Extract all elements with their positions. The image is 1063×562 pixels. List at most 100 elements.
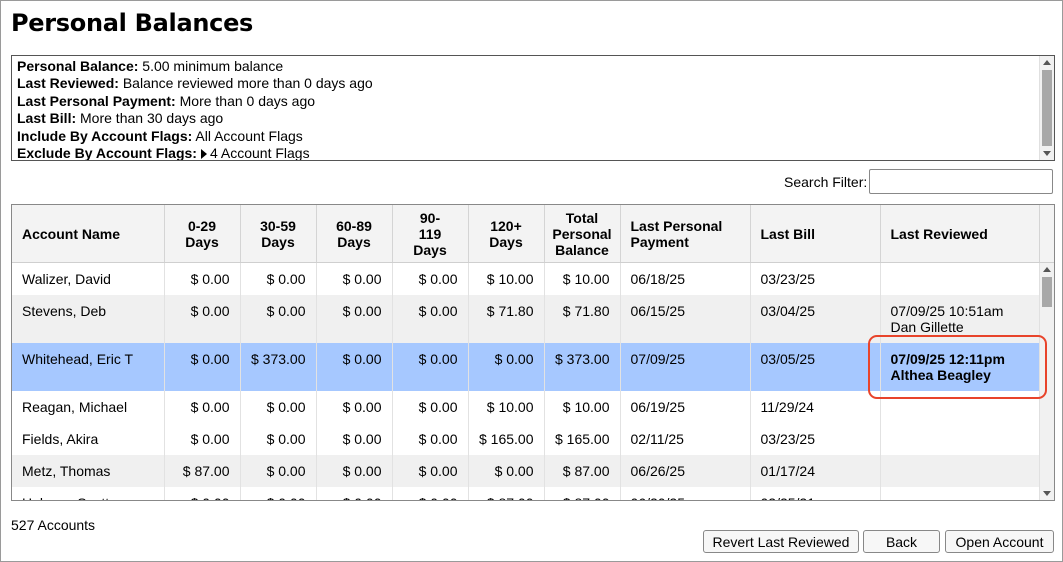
cell-30-59: $ 373.00 [240, 342, 317, 391]
criteria-label: Personal Balance: [17, 58, 139, 74]
cell-total: $ 10.00 [544, 262, 621, 295]
criteria-value: More than 0 days ago [179, 92, 316, 109]
cell-30-59: $ 0.00 [240, 262, 317, 295]
cell-last-payment: 06/26/25 [620, 454, 751, 487]
cell-last-reviewed [880, 454, 1040, 487]
criteria-panel: Personal Balance: 5.00 minimum balance L… [11, 55, 1055, 161]
cell-last-payment: 06/18/25 [620, 262, 751, 295]
cell-120-plus: $ 87.00 [468, 486, 545, 500]
cell-total: $ 71.80 [544, 294, 621, 343]
col-0-29-days[interactable]: 0-29 Days [164, 205, 241, 263]
table-scrollbar[interactable] [1039, 263, 1054, 500]
cell-0-29: $ 0.00 [164, 262, 241, 295]
criteria-exclude-flags[interactable]: Exclude By Account Flags: 4 Account Flags [17, 145, 373, 161]
criteria-label: Exclude By Account Flags: [17, 145, 197, 161]
cell-account-name: Holmes, Scott [12, 486, 165, 500]
open-account-button[interactable]: Open Account [945, 530, 1054, 553]
accounts-table: Account Name 0-29 Days 30-59 Days 60-89 Day… [11, 204, 1055, 501]
page-title: Personal Balances [11, 9, 254, 37]
cell-30-59: $ 0.00 [240, 486, 317, 500]
cell-90-119: $ 0.00 [392, 390, 469, 423]
revert-last-reviewed-button[interactable]: Revert Last Reviewed [703, 530, 859, 553]
scroll-down-icon[interactable] [1043, 151, 1051, 156]
cell-last-bill: 11/29/24 [750, 390, 881, 423]
col-120-plus-days[interactable]: 120+ Days [468, 205, 545, 263]
cell-120-plus: $ 165.00 [468, 422, 545, 455]
scroll-down-icon[interactable] [1043, 491, 1051, 496]
cell-total: $ 373.00 [544, 342, 621, 391]
cell-last-payment: 02/11/25 [620, 422, 751, 455]
criteria-label: Last Personal Payment: [17, 92, 176, 109]
criteria-last-personal-payment: Last Personal Payment: More than 0 days … [17, 93, 373, 110]
criteria-last-bill: Last Bill: More than 30 days ago [17, 110, 373, 127]
header-label: 0-29 [187, 217, 217, 234]
cell-60-89: $ 0.00 [316, 454, 393, 487]
cell-0-29: $ 0.00 [164, 342, 241, 391]
header-label: Days [261, 233, 295, 250]
table-row[interactable]: Stevens, Deb $ 0.00 $ 0.00 $ 0.00 $ 0.00… [12, 294, 1040, 343]
cell-last-reviewed [880, 422, 1040, 455]
criteria-scrollbar[interactable] [1039, 56, 1054, 160]
cell-90-119: $ 0.00 [392, 454, 469, 487]
cell-account-name: Walizer, David [12, 262, 165, 295]
header-label: Days [337, 233, 371, 250]
criteria-value[interactable]: 4 Account Flags [209, 145, 310, 161]
cell-0-29: $ 0.00 [164, 294, 241, 343]
expand-triangle-icon[interactable] [200, 149, 207, 160]
table-row[interactable]: Fields, Akira $ 0.00 $ 0.00 $ 0.00 $ 0.0… [12, 422, 1040, 455]
table-row[interactable]: Walizer, David $ 0.00 $ 0.00 $ 0.00 $ 0.… [12, 262, 1040, 295]
cell-account-name: Reagan, Michael [12, 390, 165, 423]
cell-total: $ 87.00 [544, 454, 621, 487]
cell-last-payment: 06/20/25 [620, 486, 751, 500]
cell-30-59: $ 0.00 [240, 422, 317, 455]
header-filler [1040, 205, 1054, 263]
reviewed-by: Dan Gillette [890, 318, 964, 335]
cell-60-89: $ 0.00 [316, 342, 393, 391]
cell-60-89: $ 0.00 [316, 262, 393, 295]
cell-last-reviewed [880, 486, 1040, 500]
header-label: 120+ [490, 217, 522, 234]
col-30-59-days[interactable]: 30-59 Days [240, 205, 317, 263]
cell-last-reviewed [880, 262, 1040, 295]
col-total-personal-balance[interactable]: Total Personal Balance [544, 205, 621, 263]
cell-account-name: Whitehead, Eric T [12, 342, 165, 391]
search-filter-input[interactable] [869, 169, 1053, 194]
col-90-119-days[interactable]: 90- 119 Days [392, 205, 469, 263]
cell-account-name: Stevens, Deb [12, 294, 165, 343]
cell-0-29: $ 0.00 [164, 486, 241, 500]
col-last-personal-payment[interactable]: Last Personal Payment [620, 205, 751, 263]
cell-60-89: $ 0.00 [316, 390, 393, 423]
cell-last-bill: 03/05/25 [750, 342, 881, 391]
col-60-89-days[interactable]: 60-89 Days [316, 205, 393, 263]
col-last-bill[interactable]: Last Bill [750, 205, 881, 263]
cell-last-payment: 06/15/25 [620, 294, 751, 343]
header-label: Days [185, 233, 219, 250]
criteria-value: Balance reviewed more than 0 days ago [122, 75, 373, 92]
cell-last-reviewed [880, 390, 1040, 423]
scrollbar-thumb[interactable] [1042, 70, 1052, 146]
criteria-personal-balance: Personal Balance: 5.00 minimum balance [17, 58, 373, 75]
table-row-selected[interactable]: Whitehead, Eric T $ 0.00 $ 373.00 $ 0.00… [12, 342, 1040, 391]
back-button[interactable]: Back [863, 530, 940, 553]
table-row[interactable]: Metz, Thomas $ 87.00 $ 0.00 $ 0.00 $ 0.0… [12, 454, 1040, 487]
cell-last-bill: 01/17/24 [750, 454, 881, 487]
scrollbar-thumb[interactable] [1042, 277, 1052, 307]
cell-30-59: $ 0.00 [240, 294, 317, 343]
col-last-reviewed[interactable]: Last Reviewed [880, 205, 1040, 263]
table-row[interactable]: Holmes, Scott $ 0.00 $ 0.00 $ 0.00 $ 0.0… [12, 486, 1040, 500]
cell-90-119: $ 0.00 [392, 486, 469, 500]
reviewed-date: 07/09/25 10:51am [890, 302, 1004, 319]
header-label: 90- [419, 209, 441, 226]
table-row[interactable]: Reagan, Michael $ 0.00 $ 0.00 $ 0.00 $ 0… [12, 390, 1040, 423]
cell-last-payment: 07/09/25 [620, 342, 751, 391]
criteria-list: Personal Balance: 5.00 minimum balance L… [17, 58, 373, 161]
scroll-up-icon[interactable] [1043, 267, 1051, 272]
criteria-label: Last Bill: [17, 110, 77, 127]
scroll-up-icon[interactable] [1043, 60, 1051, 65]
cell-total: $ 87.00 [544, 486, 621, 500]
cell-0-29: $ 0.00 [164, 390, 241, 423]
header-label: Balance [555, 241, 609, 258]
cell-30-59: $ 0.00 [240, 454, 317, 487]
reviewed-by: Althea Beagley [890, 366, 991, 383]
col-account-name[interactable]: Account Name [12, 205, 165, 263]
